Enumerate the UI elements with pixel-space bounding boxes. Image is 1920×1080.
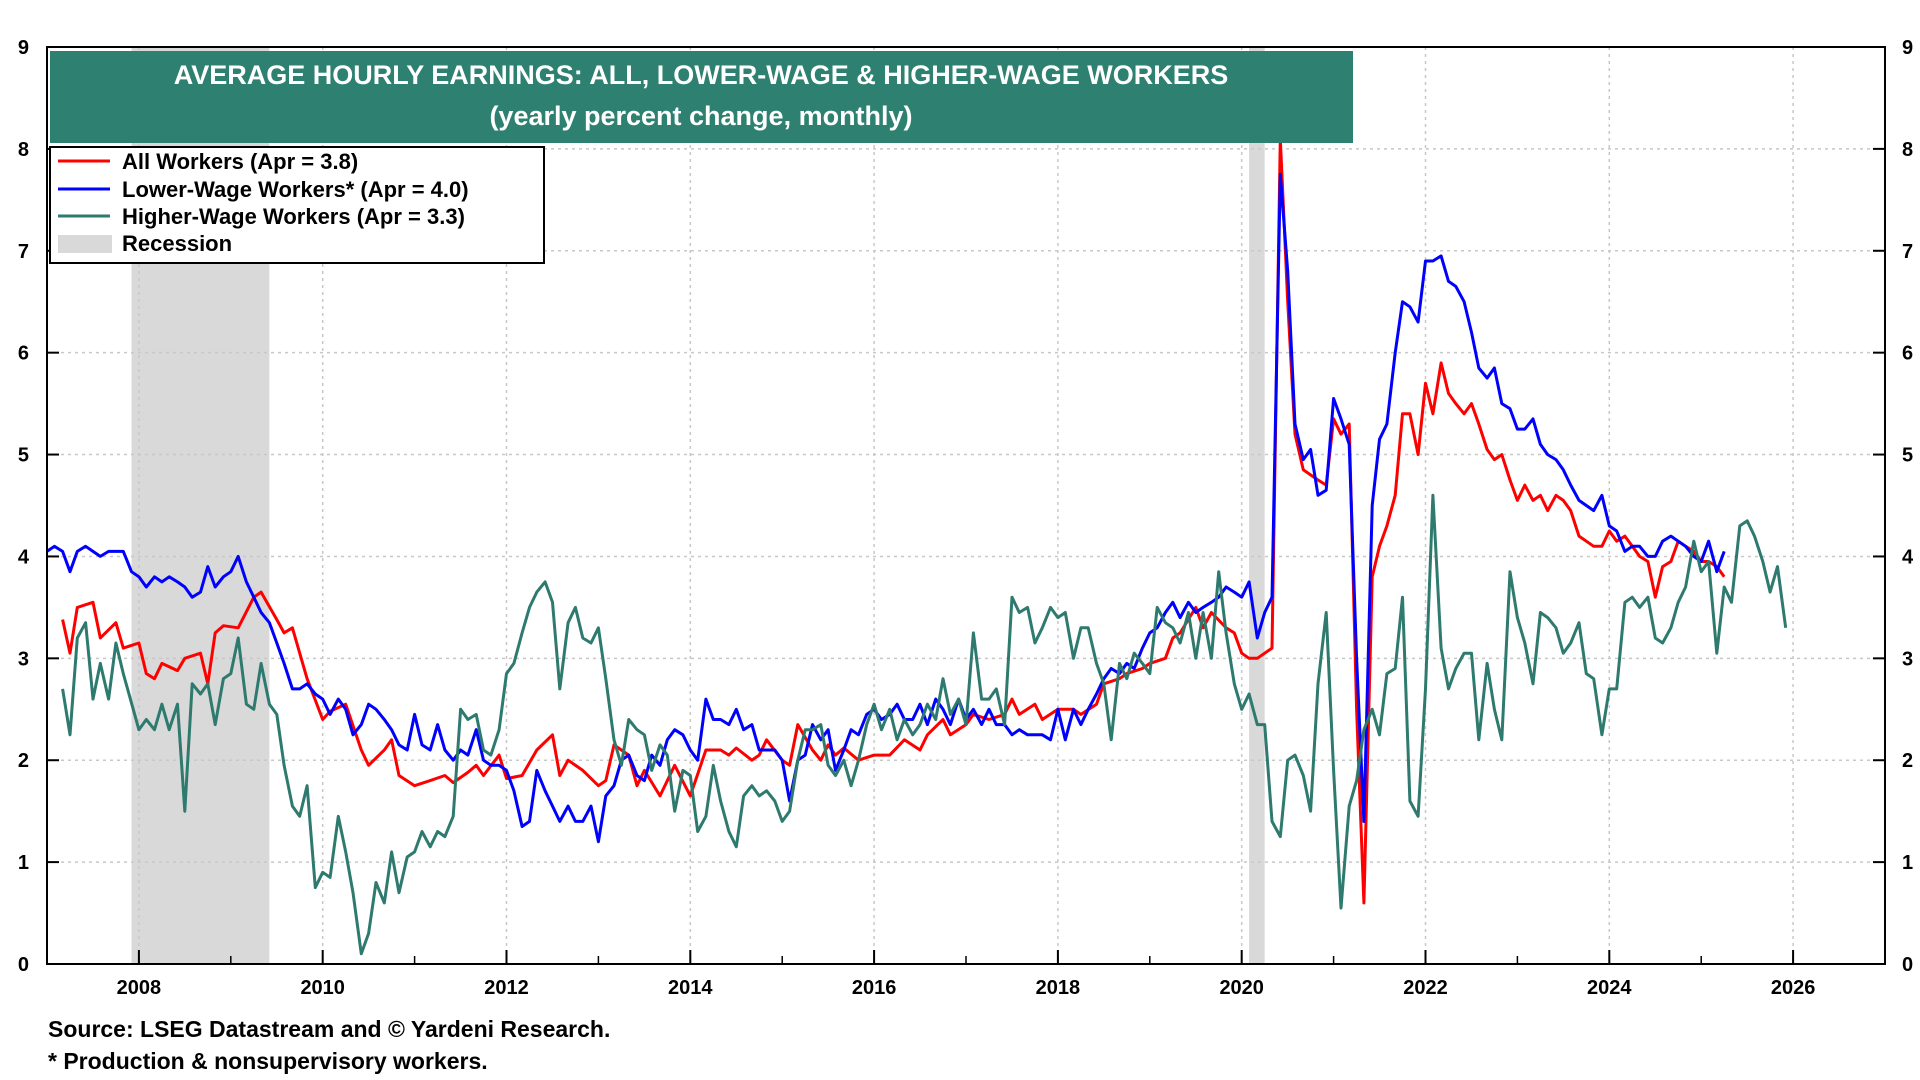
chart-subtitle: (yearly percent change, monthly)	[489, 101, 912, 131]
y-left-tick-label-2: 2	[18, 750, 29, 772]
y-right-tick-label-3: 3	[1902, 648, 1913, 670]
legend-swatch-recession	[58, 235, 112, 253]
y-left-tick-label-3: 3	[18, 648, 29, 670]
chart-title: AVERAGE HOURLY EARNINGS: ALL, LOWER-WAGE…	[174, 60, 1229, 90]
series-line-all-workers	[61, 137, 1726, 905]
x-axis-ticks: 2008 2010 2012 2014 2016 2018 2020 2022 2024 2026	[46, 950, 1886, 999]
footnote: * Production & nonsupervisory workers.	[48, 1048, 488, 1074]
legend-label-lower-wage: Lower-Wage Workers* (Apr = 4.0)	[122, 177, 469, 202]
series-lines	[46, 137, 1788, 956]
y-axis-left-ticks: 0 1 2 3 4 5 6 7 8 9	[18, 37, 59, 976]
y-left-tick-label-0: 0	[18, 954, 29, 976]
legend-box	[49, 146, 545, 264]
legend-label-recession: Recession	[122, 231, 232, 256]
y-left-tick-label-6: 6	[18, 343, 29, 365]
x-tick-label-2016: 2016	[852, 977, 897, 999]
x-tick-label-2012: 2012	[484, 977, 529, 999]
x-tick-label-2018: 2018	[1036, 977, 1081, 999]
recession-band-1	[1249, 47, 1265, 964]
y-left-tick-label-7: 7	[18, 241, 29, 263]
y-right-tick-label-8: 8	[1902, 139, 1913, 161]
legend-label-all-workers: All Workers (Apr = 3.8)	[122, 149, 358, 174]
x-tick-label-2026: 2026	[1771, 977, 1816, 999]
x-tick-label-2008: 2008	[117, 977, 162, 999]
series-line-higher-wage-workers	[61, 493, 1788, 956]
y-right-tick-label-0: 0	[1902, 954, 1913, 976]
y-right-tick-label-5: 5	[1902, 445, 1913, 467]
y-left-tick-label-5: 5	[18, 445, 29, 467]
source-note: Source: LSEG Datastream and © Yardeni Re…	[48, 1016, 611, 1042]
title-background	[50, 51, 1353, 143]
x-tick-label-2024: 2024	[1587, 977, 1632, 999]
title-box: AVERAGE HOURLY EARNINGS: ALL, LOWER-WAGE…	[50, 51, 1353, 143]
x-tick-label-2010: 2010	[300, 977, 345, 999]
x-tick-label-2022: 2022	[1403, 977, 1448, 999]
y-right-tick-label-4: 4	[1902, 546, 1914, 568]
x-tick-label-2014: 2014	[668, 977, 713, 999]
legend: All Workers (Apr = 3.8) Lower-Wage Worke…	[49, 146, 545, 264]
y-axis-right-ticks: 0 1 2 3 4 5 6 7 8 9	[1873, 37, 1914, 976]
x-tick-label-2020: 2020	[1219, 977, 1264, 999]
y-right-tick-label-9: 9	[1902, 37, 1913, 59]
y-right-tick-label-6: 6	[1902, 343, 1913, 365]
series-line-lower-wage-workers	[46, 172, 1726, 844]
y-left-tick-label-1: 1	[18, 852, 29, 874]
y-right-tick-label-7: 7	[1902, 241, 1913, 263]
y-right-tick-label-1: 1	[1902, 852, 1913, 874]
y-left-tick-label-8: 8	[18, 139, 29, 161]
y-right-tick-label-2: 2	[1902, 750, 1913, 772]
y-left-tick-label-9: 9	[18, 37, 29, 59]
y-left-tick-label-4: 4	[18, 546, 30, 568]
legend-label-higher-wage: Higher-Wage Workers (Apr = 3.3)	[122, 204, 465, 229]
